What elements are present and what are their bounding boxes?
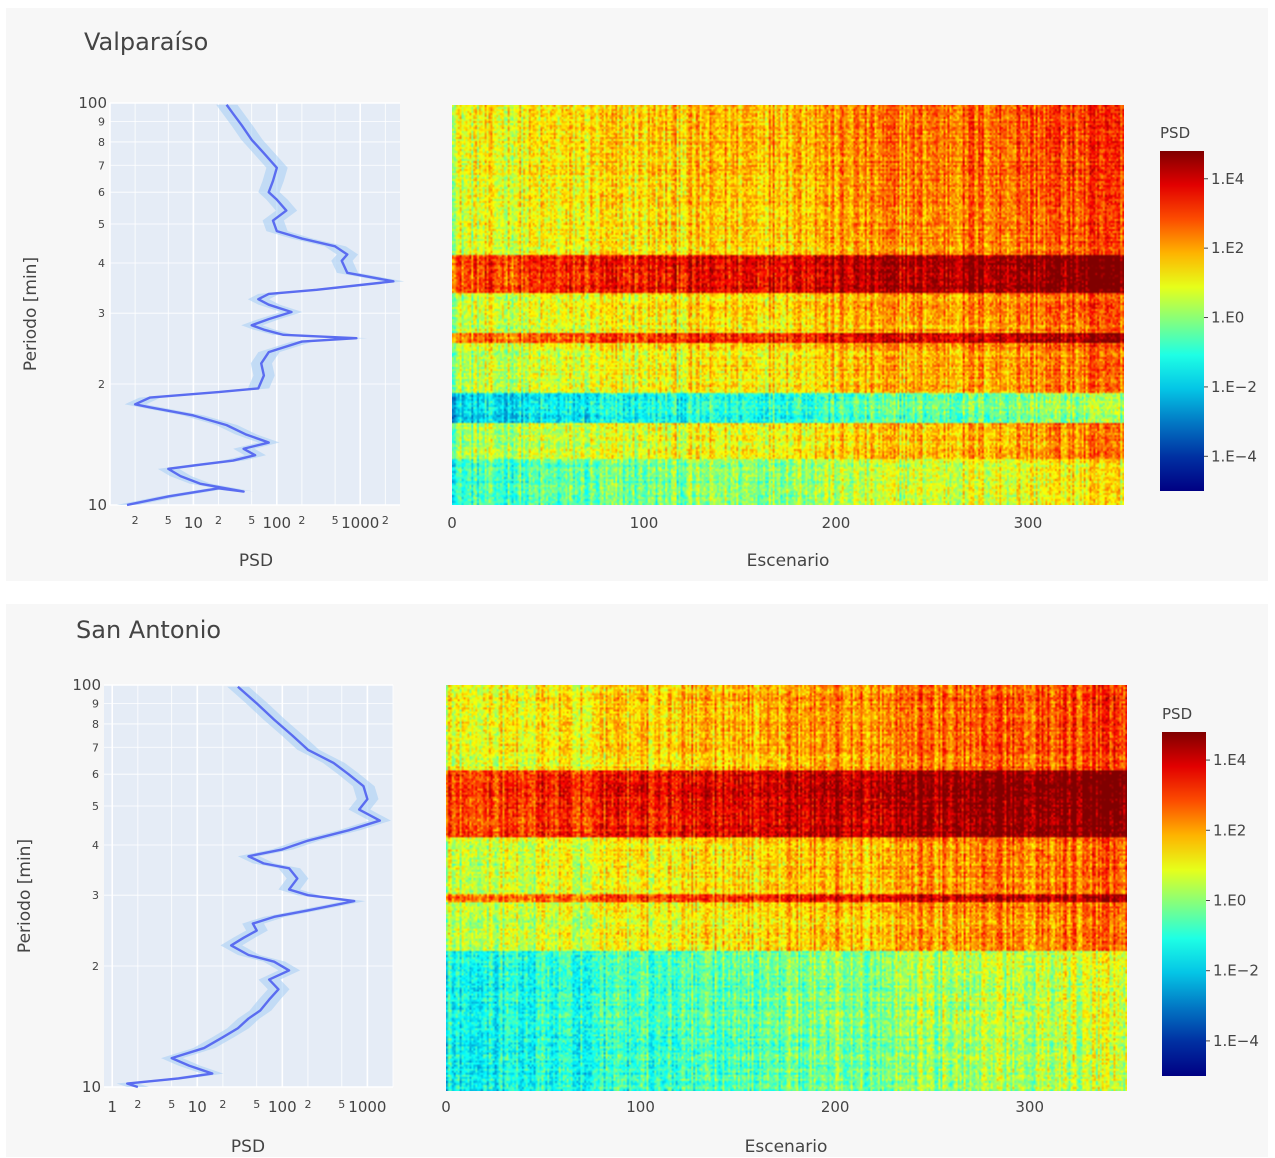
colorbar-tick-label: 1.E4: [1211, 170, 1244, 188]
profile-ytick-minor-label: 7: [98, 159, 105, 172]
profile-line: [126, 685, 382, 1089]
profile-xtick-label: 100: [262, 514, 291, 532]
profile-xtick-minor-label: 5: [168, 1098, 175, 1111]
heatmap-image: [452, 105, 1124, 505]
heatmap-xlabel: Escenario: [745, 1137, 828, 1157]
profile-ytick-minor-label: 3: [98, 307, 105, 320]
chart-svg-san-antonio: 10 100 2 3 4 5 6 7 8 9 1 10 100 1000 2 5 2 5 2 5 0 100 200 300…: [15, 676, 1259, 1157]
profile-ytick-label: 10: [88, 496, 107, 514]
heatmap-xtick-label: 100: [630, 514, 659, 532]
colorbar-tick-label: 1.E−4: [1211, 447, 1257, 465]
profile-ytick-minor-label: 6: [92, 768, 99, 781]
profile-xtick-minor-label: 2: [215, 514, 222, 527]
profile-xtick-minor-label: 2: [134, 1098, 141, 1111]
heatmap-xtick-label: 100: [626, 1098, 655, 1116]
profile-ylabel: Periodo [min]: [21, 257, 41, 371]
profile-ytick-minor-label: 5: [92, 800, 99, 813]
colorbar-tick-label: 1.E0: [1211, 309, 1244, 327]
heatmap-xlabel: Escenario: [747, 551, 830, 571]
profile-xtick-minor-label: 2: [219, 1098, 226, 1111]
colorbar-tick-label: 1.E−2: [1213, 962, 1259, 980]
profile-xtick-label: 1: [107, 1098, 117, 1116]
profile-ytick-minor-label: 2: [98, 378, 105, 391]
profile-xtick-label: 1000: [348, 1098, 386, 1116]
profile-ylabel: Periodo [min]: [15, 839, 35, 953]
colorbar-title: PSD: [1160, 124, 1190, 142]
profile-ytick-minor-label: 9: [92, 697, 99, 710]
profile-ytick-label: 100: [78, 94, 107, 112]
profile-line: [126, 104, 395, 507]
colorbar-tick-label: 1.E0: [1213, 891, 1246, 909]
profile-xtick-minor-label: 5: [248, 514, 255, 527]
profile-xlabel: PSD: [231, 1137, 265, 1157]
profile-xtick-minor-label: 2: [382, 514, 389, 527]
profile-ytick-minor-label: 8: [92, 718, 99, 731]
profile-ytick-minor-label: 8: [98, 136, 105, 149]
profile-ytick-minor-label: 6: [98, 186, 105, 199]
profile-ytick-label: 10: [82, 1078, 101, 1096]
profile-ytick-minor-label: 9: [98, 115, 105, 128]
heatmap-xtick-label: 200: [821, 1098, 850, 1116]
colorbar-tick-label: 1.E−4: [1213, 1032, 1259, 1050]
colorbar-tick-label: 1.E2: [1213, 821, 1246, 839]
colorbar: [1162, 732, 1206, 1076]
profile-xtick-minor-label: 5: [338, 1098, 345, 1111]
heatmap-xtick-label: 0: [447, 514, 457, 532]
profile-xtick-minor-label: 5: [332, 514, 339, 527]
profile-band: [116, 686, 391, 1087]
heatmap-image: [446, 685, 1127, 1091]
colorbar-tick-label: 1.E2: [1211, 239, 1244, 257]
profile-xtick-minor-label: 5: [253, 1098, 260, 1111]
profile-xtick-minor-label: 5: [165, 514, 172, 527]
profile-xtick-label: 100: [268, 1098, 297, 1116]
profile-band: [116, 104, 405, 506]
panel-title: San Antonio: [76, 616, 222, 644]
panel-san-antonio: San Antonio 10 100 2 3 4 5 6 7 8 9 1 10 100 1000 2 5 2 5 2…: [6, 604, 1268, 1157]
profile-ytick-minor-label: 3: [92, 889, 99, 902]
profile-xtick-minor-label: 2: [304, 1098, 311, 1111]
profile-xlabel: PSD: [239, 551, 273, 571]
profile-xtick-label: 10: [188, 1098, 207, 1116]
heatmap-xtick-label: 200: [822, 514, 851, 532]
profile-ytick-minor-label: 5: [98, 218, 105, 231]
profile-ytick-label: 100: [72, 676, 101, 694]
panel-valparaiso: Valparaíso 10 100 2 3 4 5 6 7 8 9 10 100 1000 2 5 2 5 2 5 2…: [6, 8, 1268, 581]
profile-xtick-minor-label: 2: [132, 514, 139, 527]
heatmap-xtick-label: 0: [441, 1098, 451, 1116]
colorbar: [1160, 151, 1204, 491]
colorbar-tick-label: 1.E4: [1213, 751, 1246, 769]
profile-ytick-minor-label: 4: [98, 257, 105, 270]
heatmap-xtick-label: 300: [1014, 514, 1043, 532]
heatmap-xtick-label: 300: [1015, 1098, 1044, 1116]
colorbar-tick-label: 1.E−2: [1211, 378, 1257, 396]
profile-ytick-minor-label: 7: [92, 741, 99, 754]
profile-xtick-label: 1000: [341, 514, 379, 532]
colorbar-title: PSD: [1162, 705, 1192, 723]
profile-ytick-minor-label: 2: [92, 960, 99, 973]
panel-title: Valparaíso: [84, 28, 209, 56]
profile-ytick-minor-label: 4: [92, 839, 99, 852]
profile-xtick-label: 10: [184, 514, 203, 532]
profile-xtick-minor-label: 2: [298, 514, 305, 527]
